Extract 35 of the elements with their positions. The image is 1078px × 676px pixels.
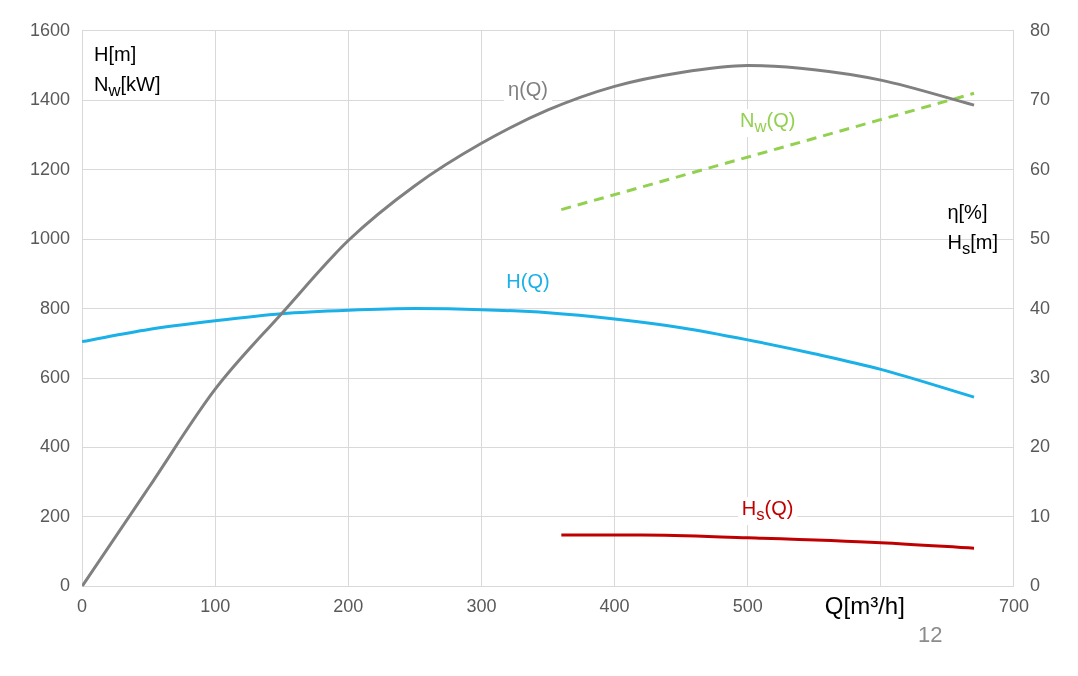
series-label: η(Q) xyxy=(504,77,553,101)
y-tick-label: 1000 xyxy=(30,228,71,249)
y2-tick-label: 40 xyxy=(1029,297,1051,318)
y2-tick-label: 20 xyxy=(1029,436,1051,457)
y-tick-label: 1600 xyxy=(30,19,71,40)
y-tick-label: 1200 xyxy=(30,158,71,179)
y-tick-label: 400 xyxy=(40,436,71,457)
y-axis-title: H[m] N$_{w}$[kW] xyxy=(94,41,161,102)
y-tick-label: 200 xyxy=(40,505,71,526)
series-label: H$_{s}$(Q) xyxy=(737,496,798,525)
text: 12 xyxy=(917,622,943,649)
y2-tick-label: 50 xyxy=(1029,228,1051,249)
line-series xyxy=(559,533,976,550)
line-series xyxy=(82,307,976,399)
y-tick-label: 800 xyxy=(40,297,71,318)
y2-axis-title: η[%] H$_{s}$[m] xyxy=(947,200,998,261)
y2-tick-label: 30 xyxy=(1029,367,1051,388)
x-tick-label: 400 xyxy=(599,596,630,617)
y2-tick-label: 80 xyxy=(1029,19,1051,40)
series-label: N$_{w}$(Q) xyxy=(735,109,800,138)
y-tick-label: 0 xyxy=(60,575,71,596)
x-tick-label: 0 xyxy=(77,596,88,617)
x-tick-label: 700 xyxy=(998,596,1029,617)
x-tick-label: 300 xyxy=(466,596,497,617)
y2-tick-label: 0 xyxy=(1029,575,1040,596)
x-axis-title: Q[m³/h] xyxy=(824,592,905,621)
y2-tick-label: 70 xyxy=(1029,89,1051,110)
y-tick-label: 600 xyxy=(40,367,71,388)
y2-tick-label: 10 xyxy=(1029,505,1051,526)
x-tick-label: 200 xyxy=(333,596,364,617)
y2-tick-label: 60 xyxy=(1029,158,1051,179)
x-tick-label: 100 xyxy=(200,596,231,617)
y-tick-label: 1400 xyxy=(30,89,71,110)
series-label: H(Q) xyxy=(502,269,554,293)
x-tick-label: 500 xyxy=(732,596,763,617)
